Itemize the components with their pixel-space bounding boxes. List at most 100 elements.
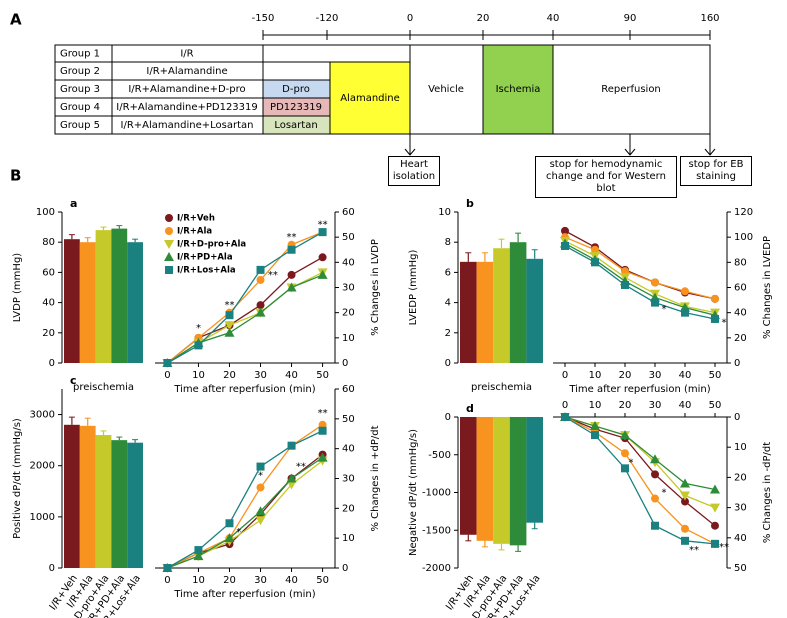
note: Heart isolation <box>388 156 440 186</box>
marker <box>561 226 569 235</box>
marker <box>621 449 629 458</box>
annotation: ** <box>224 300 234 311</box>
marker <box>620 430 630 440</box>
group-name: Group 2 <box>60 66 100 77</box>
series-line <box>564 416 716 527</box>
bar <box>127 442 143 568</box>
timeline-label: 20 <box>477 13 490 24</box>
y-tick-label: 4 <box>445 298 451 309</box>
annotation: ** <box>318 220 328 231</box>
marker <box>681 287 689 296</box>
x-axis-title: preischemia <box>73 382 134 393</box>
block-label: Losartan <box>274 120 317 131</box>
y-axis-title: % Changes in LVDP <box>370 239 381 336</box>
legend-label: I/R+Los+Ala <box>177 266 236 276</box>
y-tick-label: 20 <box>734 472 747 483</box>
block-label: PD123319 <box>270 102 322 113</box>
marker <box>561 241 569 250</box>
x-axis-title: Time after reperfusion (min) <box>173 589 315 600</box>
y-tick-label: 50 <box>342 414 355 425</box>
y-axis-title: LVDP (mmHg) <box>12 253 23 322</box>
annotation: * <box>662 488 667 499</box>
marker <box>286 480 297 490</box>
marker <box>680 478 690 488</box>
marker <box>711 314 719 323</box>
marker <box>651 298 659 307</box>
annotation: * <box>196 323 201 334</box>
y-tick-label: 120 <box>734 207 753 218</box>
marker <box>681 524 689 533</box>
group-name: Group 3 <box>60 84 100 95</box>
bar <box>493 417 510 544</box>
legend-label: I/R+Ala <box>177 227 212 237</box>
marker <box>651 278 659 287</box>
marker <box>287 441 296 450</box>
bar <box>79 242 96 363</box>
series-line <box>564 245 716 320</box>
y-tick-label: 3000 <box>30 410 55 421</box>
timeline-label: 0 <box>407 13 413 24</box>
y-tick-label: 20 <box>734 333 747 344</box>
x-tick-label: 0 <box>164 575 170 586</box>
marker <box>224 533 235 543</box>
series-line <box>167 424 323 569</box>
marker <box>256 265 265 274</box>
group-name: Group 1 <box>60 49 100 60</box>
y-tick-label: 40 <box>342 257 355 268</box>
series-line <box>564 230 716 300</box>
series-line <box>167 231 323 364</box>
x-tick-label: 10 <box>589 400 602 411</box>
y-tick-label: 40 <box>42 298 55 309</box>
y-tick-label: 0 <box>49 563 55 574</box>
x-tick-label: 40 <box>679 370 692 381</box>
y-tick-label: 0 <box>342 358 348 369</box>
bar <box>95 435 112 568</box>
group-name: Group 4 <box>60 102 100 113</box>
marker <box>256 462 265 471</box>
marker <box>163 564 172 572</box>
marker <box>255 506 266 516</box>
x-tick-label: 40 <box>679 400 692 411</box>
panel-label: b <box>466 197 474 210</box>
x-tick-label: 30 <box>649 370 662 381</box>
series-line <box>564 416 716 545</box>
series-line <box>564 416 716 545</box>
y-tick-label: 20 <box>342 503 355 514</box>
timeline-label: 90 <box>624 13 637 24</box>
y-tick-label: 0 <box>49 358 55 369</box>
y-tick-label: 10 <box>342 333 355 344</box>
marker <box>318 228 327 237</box>
annotation: * <box>629 457 634 468</box>
bar <box>64 239 80 363</box>
y-tick-label: 60 <box>342 384 355 395</box>
series-line <box>564 416 716 491</box>
y-axis-title: Positive dP/dt (mmHg/s) <box>12 418 23 539</box>
panel-label: d <box>466 402 474 415</box>
x-tick-label: 40 <box>285 370 298 381</box>
panel-label: a <box>70 197 77 210</box>
marker <box>317 269 328 279</box>
x-tick-label: 0 <box>562 400 568 411</box>
marker <box>711 294 719 303</box>
block-label: D-pro <box>282 84 310 95</box>
y-tick-label: 40 <box>734 533 747 544</box>
marker <box>681 536 689 545</box>
y-tick-label: 60 <box>734 283 747 294</box>
y-tick-label: 0 <box>445 358 451 369</box>
y-tick-label: 100 <box>36 207 55 218</box>
block-label: Alamandine <box>340 93 400 104</box>
marker <box>650 454 660 464</box>
x-tick-label: 20 <box>223 575 236 586</box>
bar <box>95 230 112 363</box>
legend-label: I/R+PD+Ala <box>177 253 233 263</box>
series-line <box>564 240 716 314</box>
figure-label: B <box>10 167 21 185</box>
block-label: Reperfusion <box>601 84 661 95</box>
block-label: Ischemia <box>496 84 541 95</box>
series-line <box>167 231 323 364</box>
group-treatment: I/R+Alamandine+Losartan <box>121 120 254 131</box>
marker <box>317 452 328 462</box>
note: stop for EB staining <box>680 156 752 186</box>
y-tick-label: 100 <box>734 232 753 243</box>
